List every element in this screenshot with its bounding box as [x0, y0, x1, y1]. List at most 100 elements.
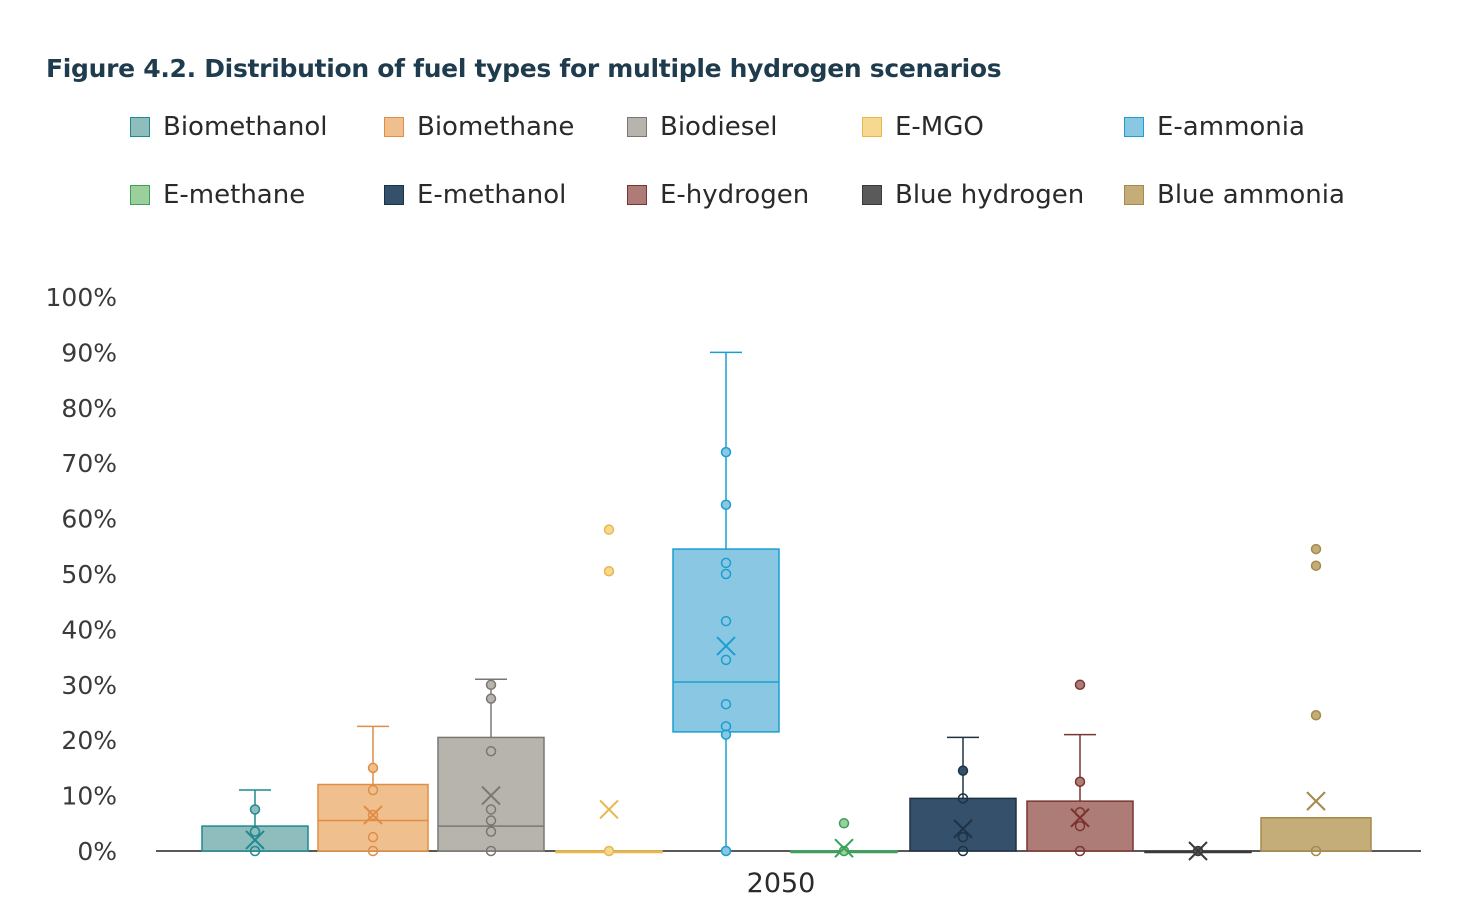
data-point [485, 845, 497, 857]
y-tick-label: 0% [77, 837, 117, 866]
x-category-label: 2050 [747, 868, 816, 899]
legend-swatch [384, 117, 404, 137]
legend-swatch [384, 185, 404, 205]
data-point [367, 845, 379, 857]
data-point [1074, 820, 1086, 832]
data-point [957, 765, 969, 776]
box-e-methanol [909, 797, 1017, 852]
data-point [720, 499, 732, 510]
data-point [367, 784, 379, 796]
data-point [249, 804, 261, 815]
data-point [603, 524, 615, 535]
legend-swatch [130, 117, 150, 137]
legend-label: E-MGO [895, 112, 984, 142]
data-point [957, 845, 969, 857]
legend-label: E-methanol [417, 180, 567, 210]
data-point [603, 845, 615, 857]
legend-item: Blue hydrogen [862, 180, 1084, 210]
y-tick-label: 90% [61, 338, 117, 367]
data-point [1310, 710, 1322, 721]
data-point [720, 845, 732, 857]
mean-marker [599, 799, 619, 820]
legend-swatch [1124, 185, 1144, 205]
box-biomethane [317, 783, 429, 852]
legend-label: E-methane [163, 180, 306, 210]
legend-label: Blue hydrogen [895, 180, 1085, 210]
box-blue-ammonia [1260, 817, 1372, 852]
legend-item: Biomethane [384, 112, 574, 142]
mean-marker [953, 819, 973, 839]
legend-item: E-ammonia [1124, 112, 1305, 142]
legend-item: E-methane [130, 180, 305, 210]
box-e-ammonia [672, 548, 780, 733]
legend-label: Blue ammonia [1157, 180, 1345, 210]
data-point [1074, 845, 1086, 857]
data-point [720, 446, 732, 458]
data-point [957, 793, 969, 804]
mean-marker [363, 805, 383, 825]
legend-item: Biodiesel [627, 112, 777, 142]
y-tick-label: 40% [61, 615, 117, 644]
mean-marker [481, 785, 501, 806]
data-point [485, 826, 497, 837]
mean-marker [834, 838, 854, 858]
y-tick-label: 80% [61, 394, 117, 423]
legend-label: Biodiesel [660, 112, 778, 142]
data-point [1310, 560, 1322, 571]
y-tick-label: 30% [61, 671, 117, 700]
data-point [367, 831, 379, 843]
y-tick-label: 50% [61, 560, 117, 589]
data-point [1074, 679, 1086, 691]
data-point [720, 721, 732, 732]
chart-title: Figure 4.2. Distribution of fuel types f… [46, 54, 1002, 83]
mean-marker [1070, 808, 1090, 828]
data-point [485, 679, 497, 691]
y-tick-label: 10% [61, 782, 117, 811]
legend-item: E-MGO [862, 112, 984, 142]
y-tick-label: 70% [61, 449, 117, 478]
mean-marker [1188, 841, 1208, 861]
legend-item: E-methanol [384, 180, 566, 210]
legend-label: E-hydrogen [660, 180, 810, 210]
mean-marker [245, 830, 265, 850]
data-point [485, 815, 497, 826]
data-point [485, 693, 497, 704]
data-point [720, 615, 732, 627]
data-point [249, 826, 261, 837]
y-tick-label: 100% [46, 283, 117, 312]
data-point [603, 565, 615, 577]
data-point [720, 654, 732, 666]
data-point [1310, 845, 1322, 857]
legend-swatch [130, 185, 150, 205]
data-point [1074, 776, 1086, 787]
data-point [249, 845, 261, 857]
data-point [720, 698, 732, 710]
legend-swatch [1124, 117, 1144, 137]
data-point [367, 762, 379, 774]
legend-label: Biomethane [417, 112, 575, 142]
data-point [720, 568, 732, 580]
data-point [838, 818, 850, 829]
mean-marker [716, 636, 736, 656]
legend-swatch [627, 185, 647, 205]
data-point [367, 809, 379, 821]
legend-item: Biomethanol [130, 112, 328, 142]
data-point [485, 804, 497, 815]
legend-label: E-ammonia [1157, 112, 1305, 142]
y-tick-label: 20% [61, 726, 117, 755]
legend-swatch [627, 117, 647, 137]
data-point [485, 746, 497, 757]
data-point [957, 831, 969, 843]
legend-item: Blue ammonia [1124, 180, 1345, 210]
legend-swatch [862, 117, 882, 137]
box-e-hydrogen [1026, 800, 1134, 852]
legend-label: Biomethanol [163, 112, 328, 142]
legend-swatch [862, 185, 882, 205]
y-tick-label: 60% [61, 505, 117, 534]
data-point [720, 557, 732, 569]
mean-marker [1306, 791, 1326, 811]
legend-item: E-hydrogen [627, 180, 809, 210]
data-point [1310, 543, 1322, 555]
data-point [838, 845, 850, 857]
